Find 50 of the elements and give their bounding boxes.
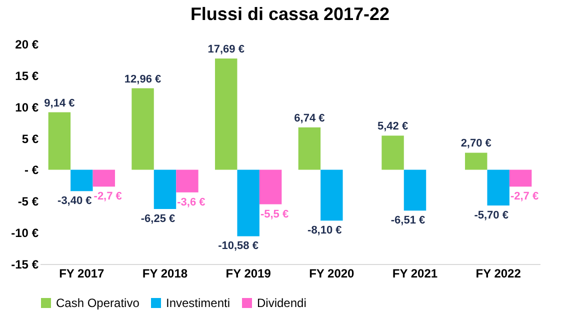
y-tick-label: -10 € xyxy=(11,226,39,240)
data-label: 17,69 € xyxy=(208,44,244,56)
y-tick-label: 10 € xyxy=(15,100,39,114)
bar xyxy=(298,127,321,170)
bar xyxy=(259,170,282,204)
chart-title: Flussi di cassa 2017-22 xyxy=(190,4,390,24)
data-label: 12,96 € xyxy=(124,73,162,86)
bar xyxy=(404,170,426,211)
bar xyxy=(132,88,154,170)
data-label: 6,74 € xyxy=(294,112,325,124)
data-label: -10,58 € xyxy=(218,240,258,252)
y-tick-label: - € xyxy=(24,163,39,178)
y-tick-label: -5 € xyxy=(18,194,39,209)
data-label: -6,25 € xyxy=(140,213,176,225)
data-label: 5,42 € xyxy=(377,120,408,133)
x-tick-label: FY 2021 xyxy=(392,266,438,280)
bar xyxy=(215,58,238,170)
bar xyxy=(70,170,93,192)
bar xyxy=(176,170,198,192)
data-label: -3,6 € xyxy=(177,196,206,208)
y-tick-label: 20 € xyxy=(15,38,39,52)
legend-label: Investimenti xyxy=(166,296,230,310)
data-label: -2,7 € xyxy=(94,190,122,203)
data-label: -5,70 € xyxy=(474,210,508,222)
bar xyxy=(154,170,176,209)
data-label: -3,40 € xyxy=(58,195,92,208)
x-tick-label: FY 2020 xyxy=(309,266,355,280)
y-tick-label: -15 € xyxy=(11,258,39,272)
bar xyxy=(465,152,488,170)
bar xyxy=(487,170,510,206)
data-label: 2,70 € xyxy=(460,138,492,150)
bar xyxy=(382,136,404,170)
y-tick-label: 15 € xyxy=(15,68,39,83)
bar xyxy=(320,170,343,221)
data-label: 9,14 € xyxy=(44,97,75,110)
bar xyxy=(237,170,260,236)
x-tick-label: FY 2022 xyxy=(476,266,522,280)
bar xyxy=(509,170,532,187)
x-tick-label: FY 2018 xyxy=(142,266,188,280)
legend-label: Cash Operativo xyxy=(56,296,140,310)
data-label: -6,51 € xyxy=(390,214,426,227)
bar xyxy=(92,170,115,187)
y-tick-label: 5 € xyxy=(22,132,39,146)
data-label: -2,7 € xyxy=(510,190,539,203)
data-label: -8,10 € xyxy=(308,224,342,237)
x-tick-label: FY 2019 xyxy=(226,266,272,280)
x-tick-label: FY 2017 xyxy=(59,266,105,280)
bar xyxy=(48,112,71,170)
data-label: -5,5 € xyxy=(260,208,289,220)
legend-label: Dividendi xyxy=(257,296,306,310)
